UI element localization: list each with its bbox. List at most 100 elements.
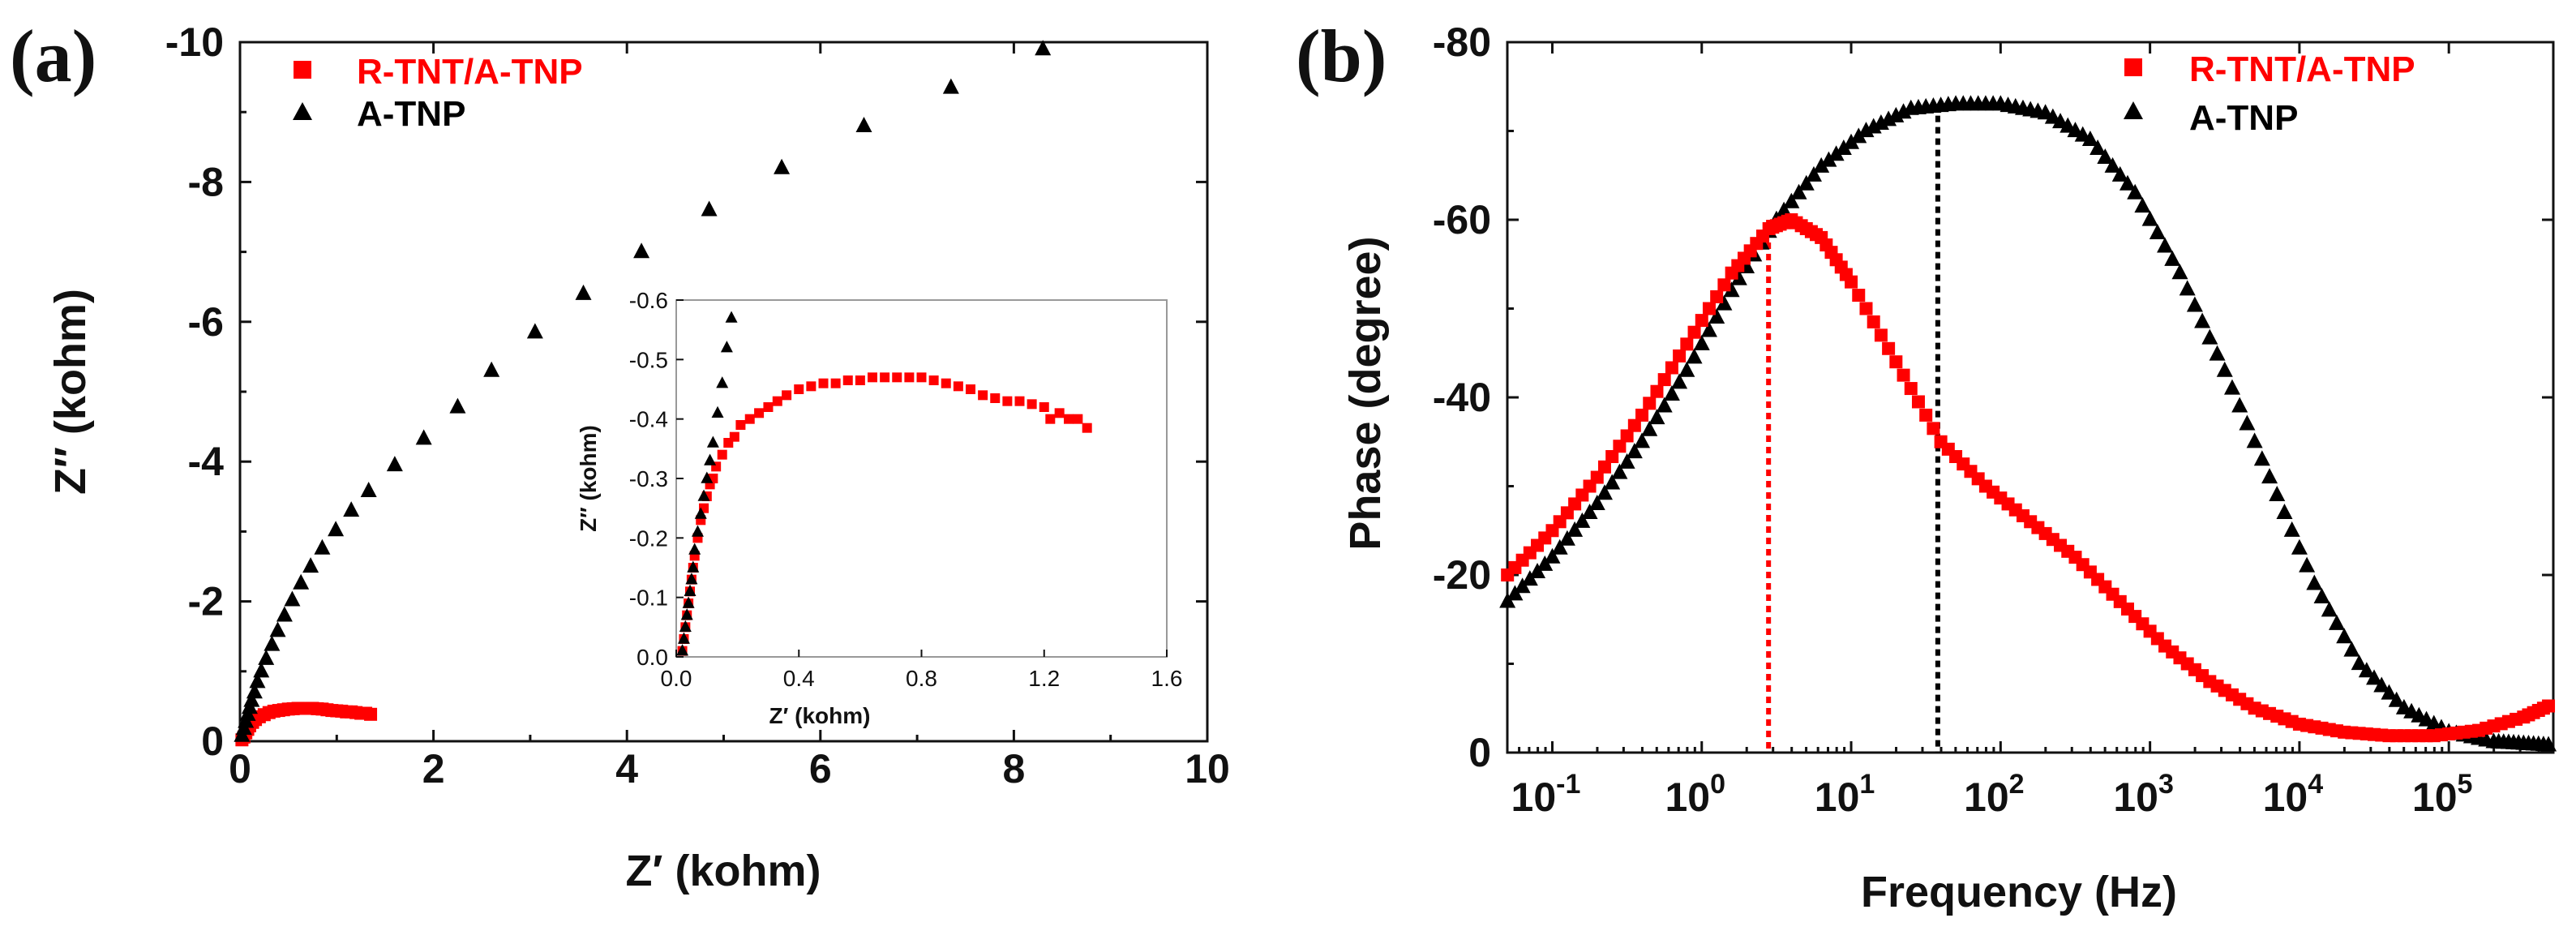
inset-y-tick-label: -0.1 — [629, 586, 668, 611]
data-point-a-tnp — [2313, 587, 2330, 603]
inset-data-point-a-tnp — [677, 632, 690, 644]
panel-a-label: (a) — [10, 15, 96, 97]
data-point-a-tnp — [1671, 373, 1688, 389]
data-point-a-tnp — [855, 117, 872, 133]
data-point-a-tnp — [2081, 131, 2098, 147]
inset-data-point-r-tnt-a-tnp — [1082, 423, 1092, 433]
data-point-a-tnp — [2119, 174, 2136, 191]
legend-label-r-tnt-a-tnp: R-TNT/A-TNP — [357, 52, 583, 92]
legend-marker-a-tnp — [293, 102, 312, 120]
y-tick-label: -4 — [188, 439, 225, 484]
data-point-r-tnt-a-tnp — [1845, 275, 1858, 289]
data-point-a-tnp — [1678, 361, 1695, 377]
data-point-a-tnp — [2179, 280, 2196, 296]
data-point-a-tnp — [302, 557, 319, 573]
inset-data-point-a-tnp — [679, 620, 692, 633]
data-point-r-tnt-a-tnp — [1627, 418, 1641, 432]
data-point-a-tnp — [1805, 165, 1822, 182]
x-tick-label: 10 — [1185, 746, 1230, 792]
data-point-a-tnp — [1686, 348, 1703, 364]
inset-x-tick-label: 1.2 — [1028, 666, 1060, 691]
inset-data-point-r-tnt-a-tnp — [941, 378, 951, 388]
data-point-a-tnp — [526, 323, 543, 339]
data-point-a-tnp — [1776, 201, 1793, 217]
data-point-a-tnp — [575, 284, 592, 300]
data-point-a-tnp — [1843, 133, 1860, 149]
inset-x-tick-labels: 0.0 0.4 0.8 1.2 1.6 — [661, 666, 1183, 691]
data-point-r-tnt-a-tnp — [1889, 355, 1903, 369]
inset-data-point-r-tnt-a-tnp — [916, 372, 927, 383]
inset-data-point-a-tnp — [682, 596, 695, 608]
data-point-a-tnp — [1596, 484, 1613, 500]
data-point-a-tnp — [1798, 174, 1815, 191]
inset-y-tick-label: -0.5 — [629, 347, 668, 372]
legend-label-a-tnp: A-TNP — [357, 94, 465, 134]
inset-data-point-a-tnp — [716, 376, 729, 388]
data-point-a-tnp — [2209, 345, 2226, 361]
data-point-a-tnp — [293, 573, 310, 590]
data-point-a-tnp — [2253, 450, 2270, 466]
data-point-a-tnp — [2540, 736, 2557, 752]
legend-label-a-tnp: A-TNP — [2189, 98, 2298, 138]
x-tick-label: 6 — [809, 746, 832, 792]
data-point-a-tnp — [2194, 312, 2211, 328]
data-point-a-tnp — [2164, 250, 2181, 266]
y-tick-label: 0 — [1468, 730, 1491, 775]
y-tick-label: -80 — [1433, 19, 1491, 65]
data-point-r-tnt-a-tnp — [1897, 368, 1910, 382]
panel-b-y-axis-title: Phase (degree) — [1341, 236, 1390, 550]
data-point-a-tnp — [2336, 628, 2353, 644]
inset-data-point-r-tnt-a-tnp — [717, 449, 727, 460]
data-point-a-tnp — [284, 590, 301, 607]
data-point-r-tnt-a-tnp — [1927, 422, 1940, 435]
panel-a-x-axis-title: Z′ (kohm) — [626, 847, 821, 895]
inset-data-point-r-tnt-a-tnp — [1014, 396, 1025, 406]
y-tick-label: -8 — [188, 159, 224, 204]
data-point-a-tnp — [1035, 40, 1052, 56]
data-point-a-tnp — [1723, 281, 1740, 298]
inset-data-point-r-tnt-a-tnp — [1045, 414, 1056, 424]
data-point-r-tnt-a-tnp — [1687, 325, 1701, 339]
data-point-a-tnp — [1828, 145, 1845, 161]
x-tick-label: 4 — [615, 746, 638, 792]
data-point-a-tnp — [246, 683, 263, 699]
inset-data-points — [676, 311, 1092, 656]
inset-y-tick-label: 0.0 — [636, 645, 668, 670]
data-point-a-tnp — [343, 501, 360, 517]
inset-data-point-r-tnt-a-tnp — [1064, 414, 1074, 424]
data-point-a-tnp — [1634, 432, 1651, 448]
data-point-a-tnp — [1656, 397, 1673, 413]
data-point-a-tnp — [1708, 308, 1725, 324]
inset-data-point-a-tnp — [720, 341, 733, 353]
panel-a-x-tick-labels: 0 2 4 6 8 10 — [229, 746, 1230, 792]
data-point-a-tnp — [1663, 384, 1680, 401]
data-point-a-tnp — [1567, 521, 1584, 537]
x-tick-label: 0 — [229, 746, 251, 792]
inset-data-point-a-tnp — [725, 311, 738, 323]
data-point-a-tnp — [2090, 139, 2107, 155]
inset-data-point-r-tnt-a-tnp — [928, 375, 939, 385]
inset-y-tick-label: -0.2 — [629, 526, 668, 551]
data-point-a-tnp — [2276, 503, 2293, 519]
data-point-a-tnp — [2351, 654, 2368, 671]
inset-x-tick-label: 0.4 — [783, 666, 815, 691]
inset-data-point-r-tnt-a-tnp — [1073, 414, 1083, 424]
data-point-a-tnp — [1813, 157, 1830, 173]
data-point-a-tnp — [2283, 521, 2300, 537]
data-point-a-tnp — [2223, 379, 2240, 395]
data-point-a-tnp — [701, 200, 718, 217]
inset-data-point-r-tnt-a-tnp — [763, 402, 774, 412]
x-tick-label: 102 — [1964, 769, 2025, 820]
x-tick-label: 101 — [1815, 769, 1875, 820]
data-point-a-tnp — [2299, 556, 2316, 573]
data-point-r-tnt-a-tnp — [1590, 470, 1604, 484]
legend-marker-a-tnp — [2124, 101, 2143, 119]
panel-a-legend: R-TNT/A-TNP A-TNP — [293, 52, 583, 134]
inset-data-point-a-tnp — [691, 525, 704, 537]
data-point-a-tnp — [1790, 183, 1807, 200]
data-point-a-tnp — [249, 672, 266, 689]
inset-data-point-r-tnt-a-tnp — [990, 393, 1001, 403]
data-point-r-tnt-a-tnp — [1852, 289, 1866, 302]
inset-data-point-r-tnt-a-tnp — [842, 375, 853, 385]
panel-b-ticks — [1507, 41, 2553, 754]
